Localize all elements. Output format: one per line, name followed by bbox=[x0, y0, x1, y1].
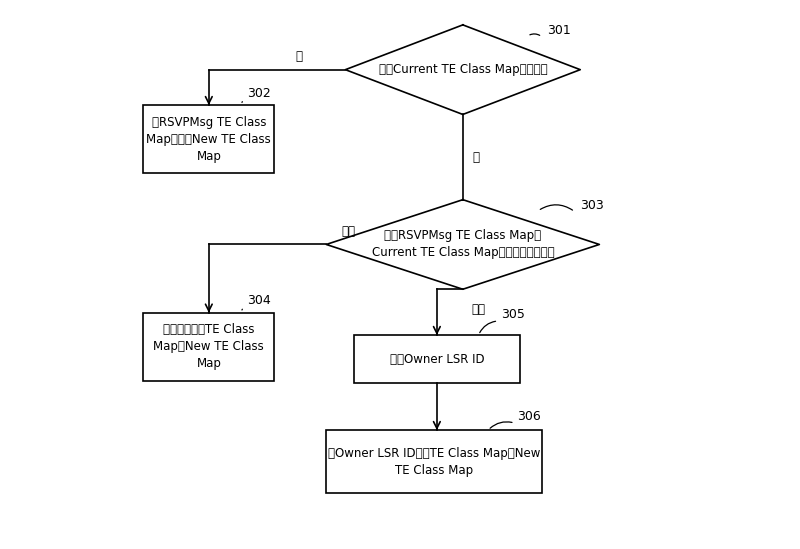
Text: 301: 301 bbox=[547, 24, 571, 37]
Text: 不同: 不同 bbox=[341, 225, 355, 238]
FancyBboxPatch shape bbox=[326, 430, 542, 493]
Text: 判断Current TE Class Map是否为空: 判断Current TE Class Map是否为空 bbox=[378, 63, 547, 76]
FancyBboxPatch shape bbox=[143, 105, 274, 173]
FancyBboxPatch shape bbox=[354, 335, 520, 383]
Text: 比较Owner LSR ID: 比较Owner LSR ID bbox=[390, 352, 484, 366]
Polygon shape bbox=[346, 25, 580, 114]
Text: 304: 304 bbox=[247, 294, 271, 307]
Text: 相同: 相同 bbox=[471, 303, 485, 316]
FancyBboxPatch shape bbox=[143, 313, 274, 381]
Text: 305: 305 bbox=[501, 308, 525, 321]
Text: 取Owner LSR ID大的TE Class Map为New
TE Class Map: 取Owner LSR ID大的TE Class Map为New TE Class… bbox=[328, 446, 540, 477]
Text: 303: 303 bbox=[580, 199, 604, 212]
Text: 是: 是 bbox=[295, 50, 302, 63]
Text: 否: 否 bbox=[473, 150, 480, 164]
Text: 302: 302 bbox=[247, 87, 271, 100]
Text: 306: 306 bbox=[518, 410, 541, 423]
Text: 取优先级高的TE Class
Map为New TE Class
Map: 取优先级高的TE Class Map为New TE Class Map bbox=[154, 323, 264, 371]
Text: 将RSVPMsg TE Class
Map记录为New TE Class
Map: 将RSVPMsg TE Class Map记录为New TE Class Map bbox=[146, 116, 271, 163]
Polygon shape bbox=[326, 200, 599, 289]
Text: 判断RSVPMsg TE Class Map和
Current TE Class Map的优先级是否相同: 判断RSVPMsg TE Class Map和 Current TE Class… bbox=[371, 229, 554, 260]
